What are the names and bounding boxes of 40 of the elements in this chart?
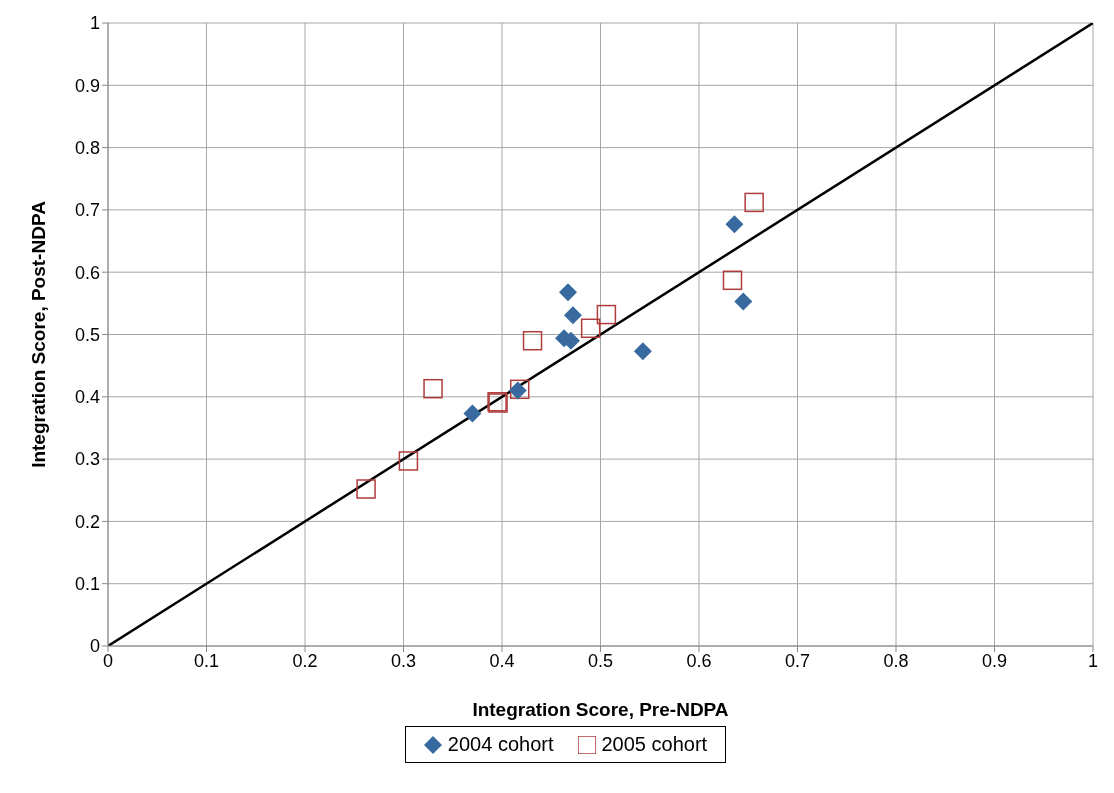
- y-tick-label: 0.5: [74, 324, 100, 345]
- y-tick-label: 0.7: [74, 200, 100, 221]
- y-tick-label: 0.2: [74, 511, 100, 532]
- x-tick-label: 0.2: [292, 650, 318, 671]
- x-tick-label: 0.5: [587, 650, 614, 671]
- x-tick-label: 0.1: [193, 650, 220, 671]
- x-axis-title: Integration Score, Pre-NDPA: [472, 699, 729, 720]
- point: [398, 451, 419, 471]
- y-tick-label: 1: [89, 13, 100, 34]
- legend-label: 2004 cohort: [446, 733, 554, 756]
- x-tick-label: 0.3: [390, 650, 417, 671]
- x-tick-label: 0.8: [883, 650, 909, 671]
- x-tick-label: 0.9: [981, 650, 1008, 671]
- y-tick-label: 0.9: [74, 75, 100, 96]
- point: [596, 304, 617, 325]
- point: [744, 192, 764, 213]
- point: [580, 318, 601, 339]
- y-tick-label: 0: [89, 636, 100, 657]
- point: [559, 283, 577, 302]
- point: [734, 292, 753, 311]
- point: [633, 342, 652, 361]
- point: [522, 330, 543, 351]
- x-tick-label: 0.4: [489, 650, 515, 671]
- x-tick-label: 0: [102, 650, 114, 671]
- y-axis-title: Integration Score, Post-NDPA: [27, 200, 49, 468]
- y-tick-label: 0.6: [74, 262, 100, 283]
- y-tick-label: 0.4: [74, 387, 100, 408]
- point: [356, 479, 376, 499]
- y-tick-label: 0.3: [74, 449, 100, 470]
- point: [423, 378, 443, 399]
- point: [563, 306, 582, 325]
- x-tick-label: 0.6: [686, 650, 712, 671]
- y-tick-label: 0.8: [74, 137, 100, 158]
- point: [463, 404, 482, 423]
- legend-label: 2005 cohort: [600, 733, 708, 756]
- point: [725, 215, 744, 234]
- point: [722, 270, 743, 291]
- x-tick-label: 1: [1087, 650, 1099, 671]
- x-tick-label: 0.7: [784, 650, 811, 671]
- y-tick-label: 0.1: [74, 574, 100, 595]
